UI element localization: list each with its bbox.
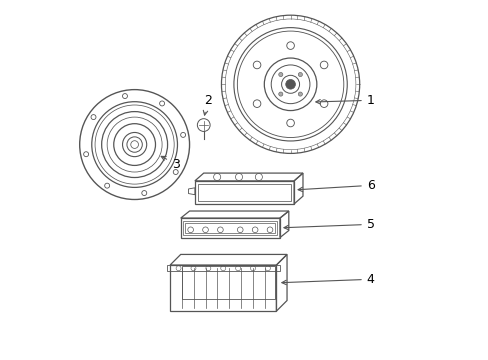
Text: 3: 3 (161, 156, 180, 171)
Circle shape (298, 72, 302, 77)
Circle shape (278, 72, 282, 77)
Text: 5: 5 (284, 218, 374, 231)
Text: 1: 1 (315, 94, 374, 107)
Circle shape (298, 92, 302, 96)
Circle shape (278, 92, 282, 96)
Text: 2: 2 (203, 94, 211, 115)
Text: 4: 4 (281, 273, 374, 286)
Text: 6: 6 (298, 179, 374, 192)
Circle shape (285, 80, 295, 89)
